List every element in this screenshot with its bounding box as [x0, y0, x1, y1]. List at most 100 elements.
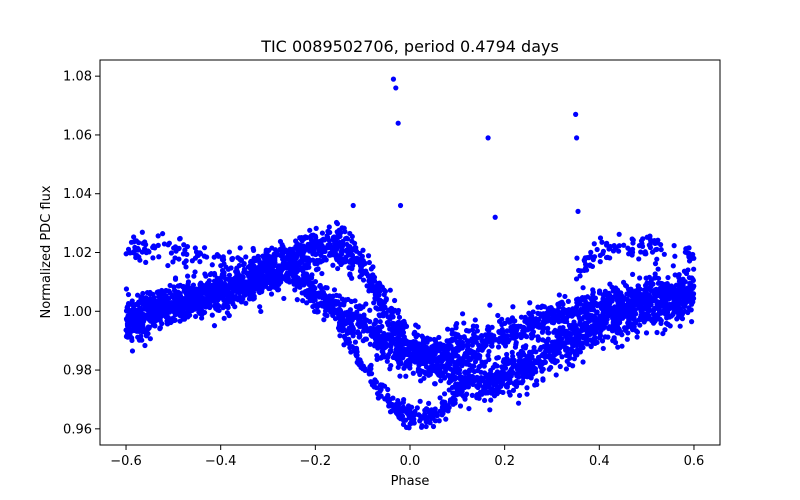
- data-point: [533, 369, 539, 375]
- data-point: [536, 358, 542, 364]
- data-point: [690, 284, 696, 290]
- data-point: [636, 256, 642, 262]
- data-point: [518, 314, 525, 320]
- data-point: [226, 312, 232, 319]
- data-point: [472, 317, 478, 323]
- data-point: [527, 315, 534, 321]
- data-point: [459, 358, 465, 364]
- data-point: [690, 251, 696, 258]
- data-point: [280, 251, 286, 257]
- data-point: [575, 338, 581, 344]
- data-point: [655, 275, 662, 282]
- data-point: [400, 325, 406, 332]
- data-point: [677, 305, 683, 311]
- data-point: [529, 361, 535, 368]
- data-point: [403, 373, 409, 379]
- data-point: [488, 335, 495, 342]
- data-point: [453, 392, 459, 398]
- x-axis: −0.6 −0.4 −0.2 0.0 0.2 0.4 0.6: [110, 445, 704, 469]
- data-point: [191, 273, 197, 279]
- data-point: [142, 303, 149, 310]
- data-point: [546, 316, 552, 322]
- data-point: [377, 306, 383, 312]
- data-point: [268, 291, 275, 297]
- data-point: [686, 275, 693, 281]
- data-point: [452, 397, 458, 403]
- data-point: [214, 282, 220, 289]
- data-point: [443, 404, 450, 410]
- data-point: [646, 274, 653, 280]
- data-point: [572, 351, 578, 357]
- data-point: [168, 308, 175, 314]
- data-point: [381, 292, 387, 298]
- data-point: [287, 266, 293, 272]
- data-point: [597, 323, 603, 329]
- data-point: [439, 344, 446, 350]
- data-point: [228, 265, 234, 271]
- data-point: [415, 358, 421, 364]
- data-point: [280, 266, 286, 272]
- data-point: [449, 327, 455, 333]
- data-point: [658, 280, 664, 286]
- data-point: [321, 317, 327, 323]
- data-point: [366, 371, 372, 377]
- data-point: [576, 310, 583, 316]
- data-point: [198, 292, 204, 298]
- data-point: [676, 272, 682, 278]
- data-point: [368, 332, 374, 338]
- data-point: [566, 352, 572, 358]
- data-point: [479, 332, 485, 339]
- data-point: [371, 384, 377, 390]
- data-point: [190, 288, 196, 294]
- data-point: [527, 354, 534, 360]
- data-point: [126, 307, 132, 313]
- data-point: [526, 324, 532, 330]
- data-point: [330, 244, 337, 250]
- data-point: [306, 292, 312, 298]
- data-point: [368, 379, 374, 385]
- data-point: [160, 231, 166, 237]
- data-point: [196, 309, 202, 315]
- data-point: [403, 359, 409, 365]
- data-point: [355, 356, 361, 363]
- data-point: [564, 358, 570, 364]
- data-points: [123, 76, 697, 431]
- data-point: [317, 246, 323, 252]
- data-point: [556, 350, 562, 356]
- y-axis: 0.96 0.98 1.00 1.02 1.04 1.06 1.08: [63, 70, 100, 437]
- data-point: [548, 357, 554, 363]
- data-point: [411, 416, 417, 422]
- data-point: [546, 310, 552, 316]
- data-point: [320, 295, 326, 301]
- data-point: [334, 221, 341, 227]
- data-point: [426, 400, 432, 406]
- data-point: [256, 288, 262, 295]
- data-point: [194, 296, 200, 302]
- data-point: [452, 374, 458, 380]
- data-point: [590, 287, 596, 293]
- data-point: [367, 307, 373, 313]
- data-point: [317, 290, 323, 296]
- data-point: [400, 330, 406, 336]
- data-point: [687, 289, 693, 295]
- data-point: [128, 239, 135, 245]
- data-point: [387, 366, 393, 372]
- data-point: [145, 311, 151, 317]
- data-point: [337, 322, 343, 329]
- data-point: [369, 283, 375, 289]
- data-point: [455, 341, 461, 347]
- data-point: [147, 336, 153, 342]
- data-point: [614, 322, 620, 328]
- data-point: [401, 318, 407, 324]
- data-point: [273, 277, 279, 283]
- data-point: [549, 306, 555, 312]
- data-point: [599, 317, 605, 323]
- data-point: [688, 256, 694, 262]
- data-point: [647, 233, 653, 239]
- data-point: [275, 287, 281, 293]
- data-point: [538, 344, 544, 351]
- data-point: [581, 303, 587, 309]
- data-point: [269, 245, 275, 251]
- data-point: [371, 300, 377, 306]
